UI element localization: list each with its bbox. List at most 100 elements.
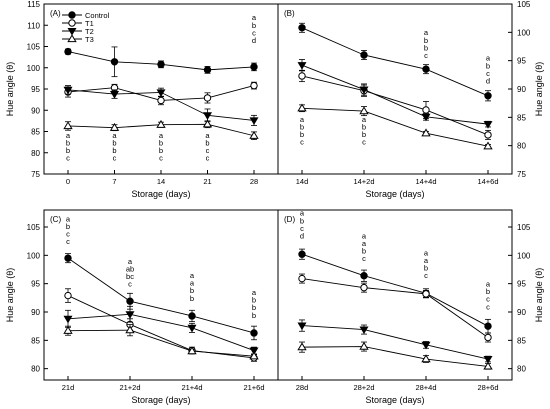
significance-letter: c <box>159 154 163 163</box>
panel-3: 80 85 90 95 100 105 21d 21+2d 21+4d 21+6d Storage … <box>5 209 279 405</box>
data-point <box>110 58 119 66</box>
significance-letter: b <box>300 130 304 139</box>
x-tick-label: 14d <box>296 177 309 186</box>
series-line <box>67 329 255 357</box>
legend-label: T1 <box>85 19 94 28</box>
data-point <box>422 106 430 114</box>
significance-letter: b <box>424 36 428 45</box>
data-point <box>359 326 369 335</box>
significance-letter: b <box>66 138 70 147</box>
legend-label: T3 <box>85 35 94 44</box>
y-tick-label: 75 <box>517 170 526 179</box>
series-line <box>301 346 489 367</box>
data-point <box>297 322 307 331</box>
data-point <box>484 131 492 139</box>
data-point <box>64 254 72 262</box>
data-point <box>63 86 73 95</box>
data-point <box>483 121 493 129</box>
x-tick-label: 28+2d <box>353 383 374 392</box>
series-t1 <box>298 273 492 343</box>
significance-letter: c <box>66 230 70 239</box>
significance-letter: b <box>362 247 366 256</box>
significance-letter: c <box>252 28 256 37</box>
data-point <box>360 272 368 280</box>
significance-letter: a <box>252 13 257 22</box>
panel-frame <box>277 209 513 381</box>
significance-letter: b <box>424 264 428 273</box>
data-point <box>125 325 135 334</box>
legend-marker <box>68 19 76 27</box>
series-line <box>67 257 255 334</box>
data-point <box>484 333 492 342</box>
significance-letter: c <box>66 237 70 246</box>
significance-letter: bc <box>126 272 134 281</box>
series-t2 <box>63 305 259 356</box>
y-tick-label: 85 <box>517 113 526 122</box>
y-tick-label: 90 <box>517 85 526 94</box>
significance-letter: c <box>362 254 366 263</box>
y-tick-label: 105 <box>517 0 531 9</box>
panel-label: (D) <box>284 215 295 224</box>
panel-label: (B) <box>284 9 295 18</box>
x-tick-label: 28+6d <box>477 383 498 392</box>
y-axis-title: Hue angle (θ) <box>534 62 544 117</box>
significance-letter: c <box>424 51 428 60</box>
series-line <box>301 64 489 125</box>
y-axis-title: Hue angle (θ) <box>534 268 544 323</box>
y-tick-label: 90 <box>31 106 40 115</box>
data-point <box>297 62 307 70</box>
data-point <box>63 121 73 130</box>
series-t2 <box>297 319 493 364</box>
series-line <box>301 27 489 97</box>
data-point <box>484 92 492 100</box>
y-tick-label: 90 <box>517 308 526 317</box>
legend-label: Control <box>85 11 110 20</box>
series-line <box>301 75 489 136</box>
x-tick-label: 0 <box>66 177 70 186</box>
significance-letter: c <box>300 224 304 233</box>
data-point <box>250 81 258 90</box>
significance-letter: b <box>112 138 116 147</box>
y-tick-label: 105 <box>27 223 41 232</box>
data-point <box>203 94 212 102</box>
data-point <box>188 312 196 320</box>
y-tick-label: 75 <box>31 170 40 179</box>
panel-frame <box>43 209 279 381</box>
significance-letter: d <box>486 76 490 85</box>
significance-letter: b <box>486 287 490 296</box>
data-point <box>298 274 306 283</box>
data-point <box>298 72 306 80</box>
significance-letter: b <box>252 21 256 30</box>
data-point <box>422 290 430 298</box>
significance-letter: a <box>112 131 117 140</box>
y-axis-title: Hue angle (θ) <box>5 62 15 117</box>
series-t2 <box>297 59 493 129</box>
x-tick-label: 21+6d <box>243 383 264 392</box>
series-t1 <box>64 288 258 362</box>
x-tick-label: 21+2d <box>119 383 140 392</box>
significance-letter: a <box>190 271 195 280</box>
significance-letter: b <box>66 222 70 231</box>
data-point <box>359 106 369 115</box>
x-tick-label: 21+4d <box>181 383 202 392</box>
y-tick-label: 80 <box>31 365 40 374</box>
significance-letter: c <box>486 69 490 78</box>
y-tick-label: 100 <box>517 251 531 260</box>
data-point <box>298 24 306 32</box>
data-point <box>297 342 307 351</box>
data-point <box>63 315 73 324</box>
x-tick-label: 14+4d <box>415 177 436 186</box>
data-point <box>249 130 259 139</box>
significance-letter: a <box>424 256 429 265</box>
significance-letter: c <box>486 302 490 311</box>
significance-letter: c <box>362 138 366 147</box>
significance-letter: c <box>424 271 428 280</box>
data-point <box>63 325 73 334</box>
panel-label: (C) <box>50 215 61 224</box>
y-tick-label: 115 <box>27 0 40 9</box>
y-tick-label: 110 <box>27 21 40 30</box>
significance-letter: d <box>252 36 256 45</box>
series-line <box>301 253 489 327</box>
data-point <box>421 341 431 350</box>
